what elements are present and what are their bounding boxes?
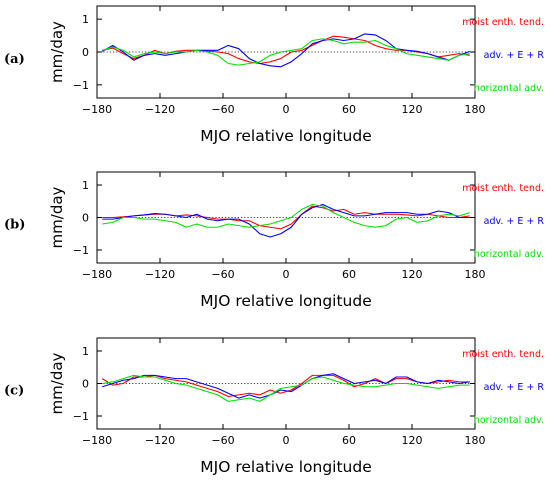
x-tick-label: 180: [465, 434, 486, 447]
series-lines: [101, 33, 470, 68]
series-line-adv: [102, 203, 470, 238]
x-tick-label: −60: [211, 103, 234, 116]
series-line-moist: [101, 374, 470, 398]
y-tick-label: −1: [73, 410, 89, 423]
panel-label: (a): [4, 52, 25, 67]
panel-label: (c): [4, 384, 24, 399]
x-tick-labels: −180 −120 −60 0 60 120 180: [82, 268, 486, 281]
x-axis-label: MJO relative longitude: [200, 127, 372, 145]
x-tick-label: 120: [402, 103, 423, 116]
series-line-adv: [101, 33, 470, 68]
panel-a: (a) mm/day MJO relative longitude −1 0 1…: [4, 5, 544, 145]
x-tick-labels: −180 −120 −60 0 60 120 180: [82, 103, 486, 116]
x-axis-label: MJO relative longitude: [200, 458, 372, 476]
y-axis-label: mm/day: [48, 21, 66, 83]
y-axis-label: mm/day: [48, 352, 66, 414]
x-tick-label: −60: [211, 434, 234, 447]
y-tick-label: 1: [82, 13, 89, 26]
x-tick-label: 0: [283, 434, 290, 447]
x-tick-label: 0: [283, 268, 290, 281]
legend: moist enth. tend. adv. + E + R horizonta…: [462, 349, 544, 426]
x-tick-label: −180: [82, 268, 112, 281]
series-line-moist: [102, 35, 470, 65]
panel-label: (b): [4, 218, 25, 233]
tick-marks: [96, 172, 476, 263]
tick-marks: [96, 338, 476, 429]
y-axis-label: mm/day: [48, 186, 66, 248]
legend-entry-horizontal: horizontal adv.: [474, 249, 544, 260]
legend-entry-adv: adv. + E + R: [484, 382, 545, 393]
series-lines: [101, 373, 470, 402]
x-tick-label: −180: [82, 434, 112, 447]
x-tick-label: 120: [402, 434, 423, 447]
y-tick-label: −1: [73, 79, 89, 92]
series-line-horizontal: [102, 203, 470, 228]
series-line-horizontal: [102, 38, 470, 66]
legend-entry-horizontal: horizontal adv.: [474, 83, 544, 94]
legend-entry-horizontal: horizontal adv.: [474, 415, 544, 426]
x-tick-label: 60: [342, 103, 356, 116]
x-tick-label: −120: [145, 434, 175, 447]
y-tick-label: 1: [82, 345, 89, 358]
x-tick-label: −120: [145, 268, 175, 281]
panel-b: (b) mm/day MJO relative longitude −1 0 1…: [4, 171, 544, 310]
x-tick-label: 0: [283, 103, 290, 116]
x-tick-label: 120: [402, 268, 423, 281]
panel-c: (c) mm/day MJO relative longitude −1 0 1…: [4, 337, 544, 476]
y-tick-label: 0: [82, 46, 89, 59]
y-tick-label: 1: [82, 179, 89, 192]
tick-marks: [96, 6, 476, 98]
x-tick-label: −120: [145, 103, 175, 116]
series-lines: [102, 203, 470, 238]
y-tick-label: 0: [82, 212, 89, 225]
y-tick-labels: −1 0 1: [73, 13, 89, 92]
legend-entry-adv: adv. + E + R: [484, 216, 545, 227]
y-tick-label: 0: [82, 378, 89, 391]
x-axis-label: MJO relative longitude: [200, 292, 372, 310]
y-tick-labels: −1 0 1: [73, 179, 89, 257]
x-tick-label: 180: [465, 103, 486, 116]
legend-entry-moist: moist enth. tend.: [462, 183, 544, 194]
legend: moist enth. tend. adv. + E + R horizonta…: [462, 183, 544, 260]
x-tick-label: 60: [342, 434, 356, 447]
series-line-horizontal: [102, 374, 470, 402]
legend-entry-adv: adv. + E + R: [484, 50, 545, 61]
y-tick-labels: −1 0 1: [73, 345, 89, 423]
x-tick-label: −60: [211, 268, 234, 281]
x-tick-label: −180: [82, 103, 112, 116]
legend-entry-moist: moist enth. tend.: [462, 17, 544, 28]
x-tick-labels: −180 −120 −60 0 60 120 180: [82, 434, 486, 447]
x-tick-label: 60: [342, 268, 356, 281]
series-line-adv: [102, 373, 470, 399]
legend-entry-moist: moist enth. tend.: [462, 349, 544, 360]
legend: moist enth. tend. adv. + E + R horizonta…: [462, 17, 544, 94]
x-tick-label: 180: [465, 268, 486, 281]
y-tick-label: −1: [73, 244, 89, 257]
